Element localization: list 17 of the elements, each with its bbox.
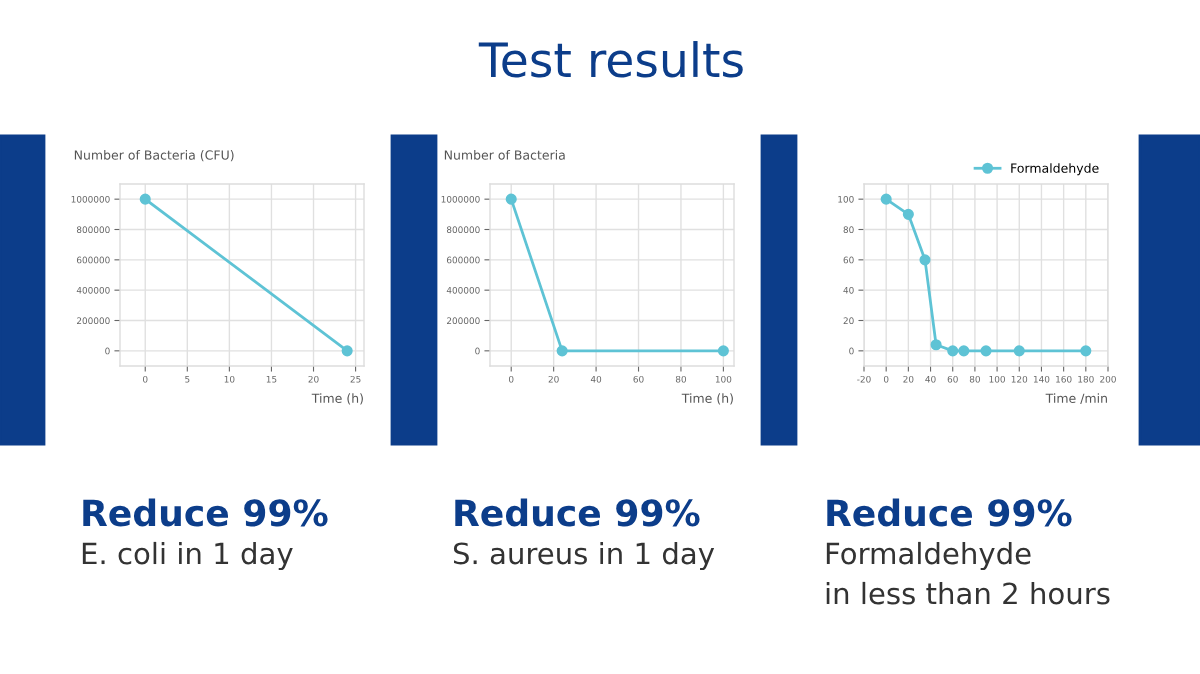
text: Reduce 99% <box>827 498 1072 527</box>
text: E. coli in 1 day <box>82 541 293 571</box>
text: Reduce 99% <box>83 498 328 527</box>
text: S. aureus in 1 day <box>453 541 715 571</box>
point <box>880 193 892 205</box>
point <box>1080 345 1092 357</box>
point <box>1013 345 1025 357</box>
point <box>980 345 992 357</box>
point <box>958 345 970 357</box>
point <box>902 208 914 220</box>
text: in less than 2 hours <box>826 581 1110 605</box>
text: Reduce 99% <box>455 498 700 527</box>
text: Formaldehyde <box>826 541 1031 571</box>
point <box>947 345 959 357</box>
chart-title: Test results <box>478 41 743 78</box>
point <box>919 254 931 266</box>
point <box>930 339 942 351</box>
